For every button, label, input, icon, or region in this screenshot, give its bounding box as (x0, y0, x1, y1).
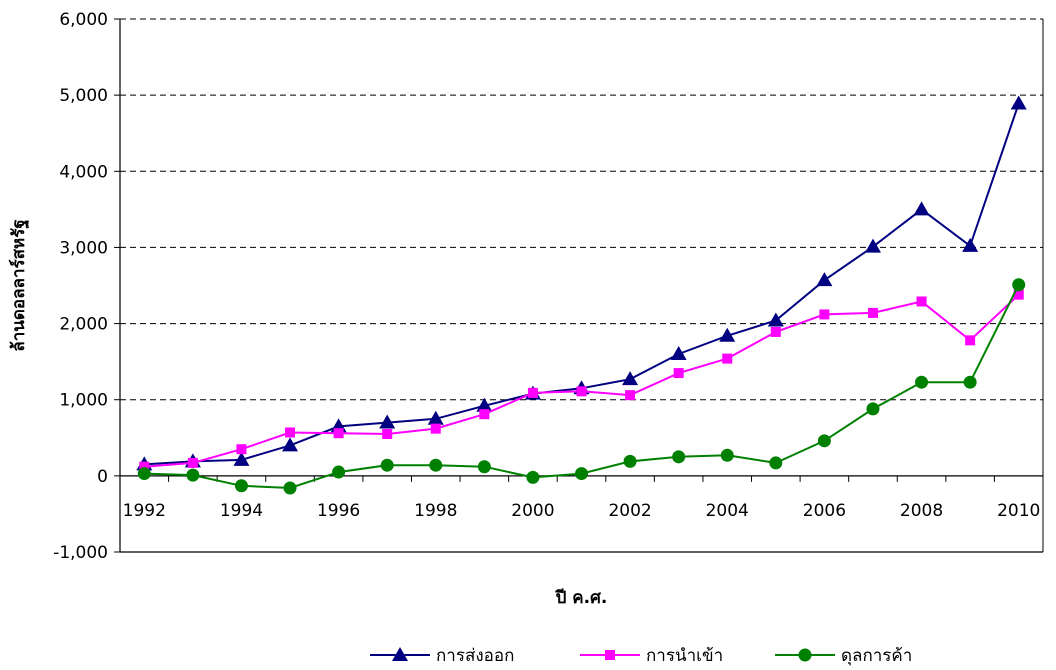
y-tick-label: 2,000 (59, 315, 108, 335)
data-point (963, 375, 977, 389)
y-tick-label: 1,000 (59, 391, 108, 411)
series-line (144, 103, 1020, 466)
data-point (380, 458, 394, 472)
data-point (139, 461, 150, 472)
data-point (430, 423, 441, 434)
y-tick-label: 5,000 (59, 86, 108, 106)
x-axis-ticks: 1992 1994 1996 1998 2000 2002 2004 2006 2008 2010 (119, 475, 1044, 521)
data-point (479, 409, 490, 420)
data-point (332, 465, 346, 479)
x-tick-label: 2006 (803, 501, 846, 521)
data-point (234, 479, 248, 493)
x-tick-label: 1992 (123, 501, 166, 521)
data-point (915, 375, 929, 389)
gridlines (120, 18, 1043, 401)
y-tick-label: 0 (97, 467, 108, 487)
data-point (575, 467, 588, 481)
x-tick-label: 2010 (997, 501, 1040, 521)
data-point (476, 397, 493, 412)
legend-label: การนำเข้า (646, 646, 723, 666)
legend-label: การส่งออก (436, 646, 514, 666)
legend-item-2: การนำเข้า (580, 646, 723, 666)
data-point (719, 327, 736, 342)
x-tick-label: 2004 (706, 501, 749, 521)
data-point (623, 454, 637, 468)
data-point (864, 238, 881, 253)
data-point (283, 481, 297, 495)
data-point (965, 335, 976, 346)
x-tick-label: 1994 (220, 501, 263, 521)
legend-item-3: ดุลการค้า (775, 646, 912, 666)
data-point (672, 450, 686, 464)
data-point (816, 272, 833, 287)
series-1 (136, 95, 1027, 471)
y-axis-label: ล้านดอลลาร์สหรัฐ (8, 219, 30, 351)
data-point (867, 307, 878, 318)
series-3 (137, 278, 1026, 495)
data-point (673, 368, 684, 379)
series-group (136, 95, 1027, 495)
data-point (333, 428, 344, 439)
data-point (622, 371, 639, 386)
data-point (625, 390, 636, 401)
data-point (770, 326, 781, 337)
data-point (1010, 95, 1027, 110)
data-point (526, 470, 540, 484)
data-point (285, 427, 296, 438)
data-point (282, 437, 299, 452)
data-point (427, 410, 444, 425)
data-point (382, 428, 393, 439)
y-axis-ticks: -1,000 0 1,000 2,000 3,000 4,000 5,000 6,000 (53, 10, 120, 563)
data-point (1013, 289, 1024, 300)
data-point (670, 346, 687, 361)
data-point (527, 387, 538, 398)
data-point (720, 448, 734, 462)
data-point (866, 402, 880, 416)
x-tick-label: 2008 (900, 501, 943, 521)
y-tick-label: 6,000 (59, 10, 108, 30)
legend-marker (605, 650, 615, 660)
data-point (819, 309, 830, 320)
y-tick-label: 3,000 (59, 238, 108, 258)
data-point (576, 386, 587, 397)
data-point (429, 458, 443, 472)
data-point (1012, 278, 1026, 292)
series-2 (139, 289, 1024, 472)
data-point (477, 460, 491, 474)
data-point (767, 312, 784, 327)
x-tick-label: 2000 (511, 501, 554, 521)
data-point (817, 434, 831, 448)
data-point (916, 296, 927, 307)
legend-marker (392, 647, 408, 661)
data-point (722, 353, 733, 364)
legend-marker (798, 648, 812, 662)
data-point (186, 468, 200, 482)
legend-label: ดุลการค้า (841, 646, 912, 666)
data-point (379, 414, 396, 429)
x-tick-label: 2002 (608, 501, 651, 521)
data-point (233, 451, 250, 466)
data-point (187, 457, 198, 468)
data-point (962, 237, 979, 252)
data-point (769, 456, 783, 470)
x-axis-label: ปี ค.ศ. (555, 587, 608, 608)
y-tick-label: -1,000 (53, 543, 108, 563)
x-tick-label: 1996 (317, 501, 360, 521)
data-point (236, 444, 247, 455)
legend-item-1: การส่งออก (370, 646, 514, 666)
data-point (913, 201, 930, 216)
x-tick-label: 1998 (414, 501, 457, 521)
y-tick-label: 4,000 (59, 162, 108, 182)
legend: การส่งออก การนำเข้า ดุลการค้า (370, 646, 912, 666)
data-point (137, 467, 151, 481)
